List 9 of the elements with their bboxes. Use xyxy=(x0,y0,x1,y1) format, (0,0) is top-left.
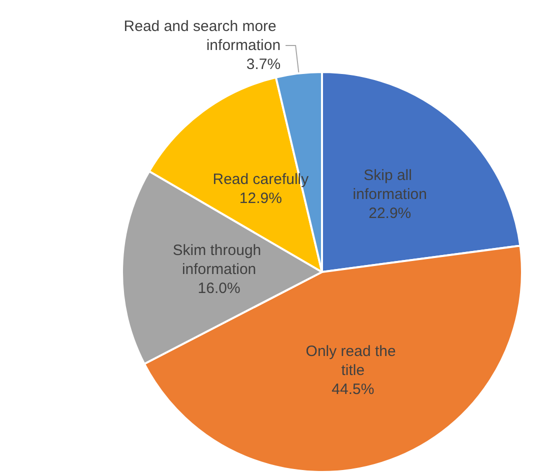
slice-label: Skip all information xyxy=(352,167,427,204)
slice-label: Only read the title xyxy=(306,342,400,379)
data-label: 12.9% xyxy=(239,190,282,208)
data-label: 22.9% xyxy=(368,205,412,222)
data-label: 16.0% xyxy=(198,280,240,297)
data-label: 44.5% xyxy=(332,380,374,398)
slice-label: Skim through information xyxy=(172,242,266,278)
slice-label: Read and search more information xyxy=(124,18,281,54)
data-label: 3.7% xyxy=(246,56,281,74)
